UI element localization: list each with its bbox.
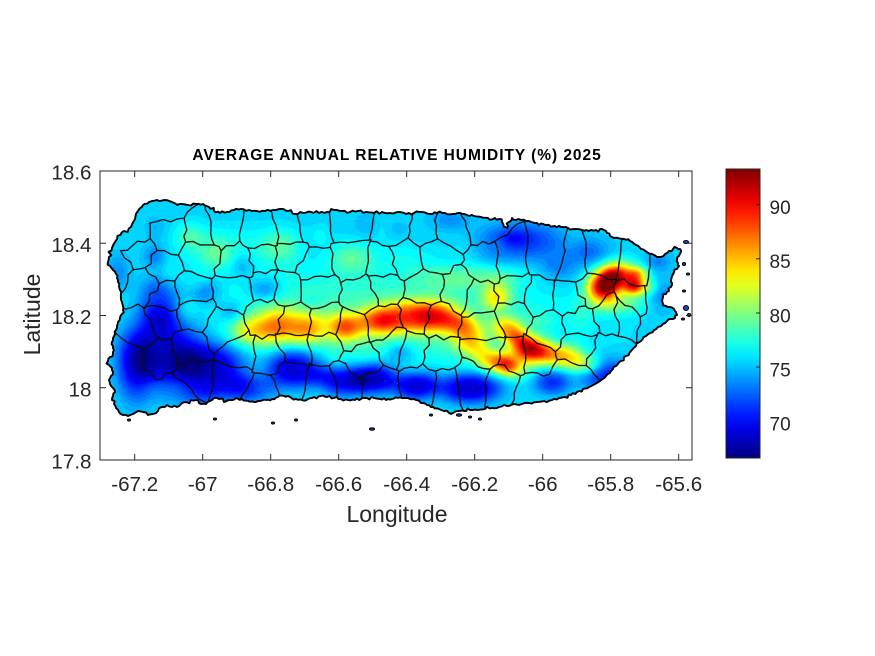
svg-text:18: 18 — [69, 378, 92, 401]
svg-text:70: 70 — [770, 415, 791, 436]
svg-text:18.4: 18.4 — [51, 234, 91, 257]
svg-text:-65.8: -65.8 — [587, 473, 634, 496]
svg-text:18.2: 18.2 — [51, 306, 91, 329]
svg-text:-66.2: -66.2 — [451, 473, 498, 496]
svg-text:-66.4: -66.4 — [383, 473, 430, 496]
svg-text:-66.8: -66.8 — [247, 473, 294, 496]
svg-text:90: 90 — [770, 198, 791, 219]
svg-text:85: 85 — [770, 252, 791, 273]
svg-text:17.8: 17.8 — [51, 451, 91, 474]
svg-text:75: 75 — [770, 360, 791, 381]
svg-text:Longitude: Longitude — [346, 501, 447, 527]
svg-text:-67.2: -67.2 — [111, 473, 158, 496]
svg-text:-67: -67 — [188, 473, 218, 496]
svg-text:18.6: 18.6 — [51, 162, 91, 185]
svg-text:80: 80 — [770, 306, 791, 327]
svg-text:-65.6: -65.6 — [655, 473, 702, 496]
svg-text:Latitude: Latitude — [19, 274, 45, 356]
svg-text:AVERAGE ANNUAL RELATIVE HUMIDI: AVERAGE ANNUAL RELATIVE HUMIDITY (%) 202… — [192, 147, 601, 164]
svg-text:-66.6: -66.6 — [315, 473, 362, 496]
svg-text:-66: -66 — [528, 473, 558, 496]
